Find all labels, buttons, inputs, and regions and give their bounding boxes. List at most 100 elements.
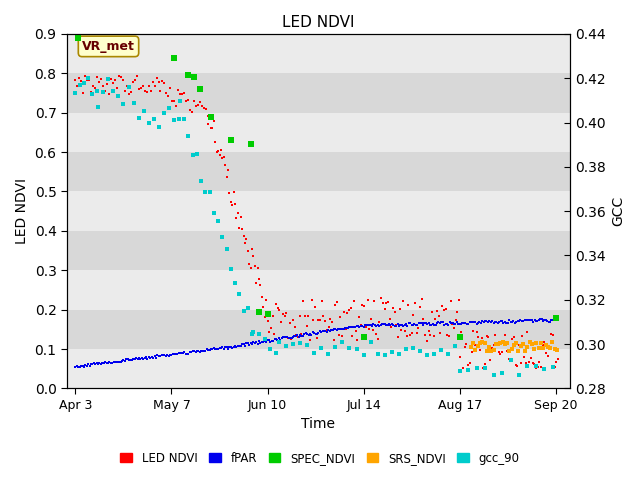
Point: [132, 355, 143, 363]
Point: [299, 330, 309, 338]
Point: [521, 316, 531, 324]
Point: [301, 322, 312, 330]
Point: [303, 312, 314, 319]
Point: [240, 342, 250, 349]
Point: [161, 89, 172, 96]
Point: [159, 79, 170, 86]
Point: [257, 339, 267, 347]
Point: [173, 349, 184, 357]
Point: [216, 344, 226, 352]
Point: [247, 341, 257, 348]
Point: [483, 318, 493, 326]
Point: [243, 339, 253, 347]
Point: [106, 75, 116, 83]
Point: [124, 90, 134, 98]
Point: [274, 335, 284, 342]
Point: [333, 325, 343, 333]
Point: [529, 316, 540, 324]
Point: [212, 345, 222, 353]
Point: [214, 344, 225, 351]
Point: [303, 331, 314, 339]
Point: [513, 317, 523, 324]
Point: [305, 336, 315, 344]
Point: [472, 320, 482, 328]
Point: [292, 331, 302, 339]
Point: [550, 316, 561, 324]
Point: [350, 323, 360, 331]
Point: [430, 315, 440, 323]
Point: [258, 338, 268, 346]
Point: [335, 325, 345, 333]
Point: [538, 344, 548, 352]
Point: [187, 108, 197, 116]
Point: [118, 101, 129, 108]
Point: [89, 360, 99, 367]
Point: [248, 328, 259, 336]
Point: [440, 320, 451, 327]
Point: [390, 309, 400, 316]
Point: [479, 319, 489, 326]
Point: [336, 325, 346, 333]
Point: [96, 360, 106, 368]
Point: [200, 348, 211, 355]
Point: [351, 327, 361, 335]
Point: [236, 214, 246, 221]
Point: [394, 322, 404, 330]
Point: [511, 318, 521, 326]
Point: [419, 316, 429, 324]
Point: [164, 105, 174, 112]
Point: [131, 355, 141, 362]
Point: [130, 355, 140, 363]
Point: [183, 72, 193, 79]
Point: [301, 330, 311, 337]
Point: [442, 320, 452, 327]
Point: [100, 87, 110, 95]
Point: [513, 347, 524, 355]
Point: [435, 320, 445, 327]
Point: [339, 325, 349, 333]
Point: [482, 332, 492, 340]
Point: [134, 114, 144, 121]
Point: [104, 359, 115, 366]
Point: [70, 76, 81, 84]
Point: [100, 359, 110, 366]
Point: [425, 332, 435, 339]
Point: [228, 343, 239, 350]
Point: [438, 318, 448, 326]
Point: [196, 348, 206, 355]
Point: [465, 318, 475, 325]
Point: [221, 245, 232, 252]
Point: [202, 346, 212, 353]
Point: [506, 318, 516, 325]
Point: [183, 96, 193, 104]
Point: [514, 317, 524, 325]
Point: [378, 320, 388, 328]
Point: [77, 362, 88, 370]
Point: [168, 350, 178, 358]
Point: [78, 89, 88, 97]
Point: [174, 115, 184, 122]
Point: [209, 345, 219, 352]
Point: [396, 322, 406, 329]
Point: [548, 331, 558, 339]
Point: [180, 350, 191, 358]
Point: [185, 348, 195, 356]
Point: [444, 350, 454, 358]
Point: [230, 201, 240, 208]
Point: [262, 318, 273, 325]
Point: [102, 80, 112, 88]
Point: [112, 84, 122, 92]
Point: [449, 324, 459, 332]
Point: [497, 318, 507, 325]
Point: [333, 331, 344, 339]
Point: [401, 332, 412, 340]
Point: [518, 340, 528, 348]
Point: [151, 354, 161, 361]
Point: [130, 76, 140, 84]
Point: [422, 320, 432, 328]
Point: [326, 326, 336, 334]
Point: [200, 188, 211, 196]
Point: [139, 107, 149, 115]
Point: [401, 345, 411, 353]
Point: [255, 281, 266, 289]
